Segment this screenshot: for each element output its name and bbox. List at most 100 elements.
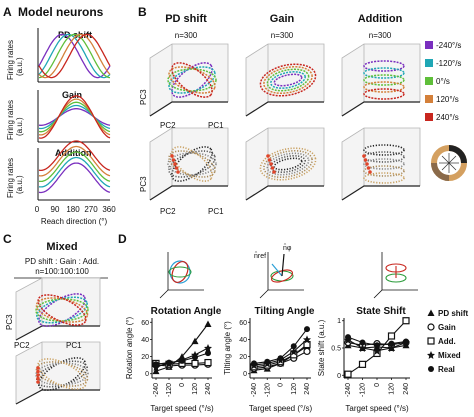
start-marker: [270, 166, 275, 170]
data-point: [359, 339, 366, 346]
model-neuron-plot-addition: Addition Firing rates (a.u.) 0 90 180 27…: [6, 140, 116, 226]
start-marker: [267, 158, 272, 162]
box-face: [16, 342, 42, 404]
box-face: [16, 278, 42, 340]
marker-filled-circle-icon: [428, 366, 434, 372]
neural-trajectory: [363, 88, 405, 100]
legend-label: Real: [438, 365, 455, 374]
start-marker: [36, 373, 40, 377]
chart-title: State Shift: [356, 306, 406, 317]
data-point: [303, 335, 311, 344]
neural-trajectory: [263, 66, 313, 94]
data-point: [388, 340, 395, 347]
chart-2: State Shift State shift (a.u.) 1 0.5 0 -240 -1…: [317, 306, 410, 413]
box-face: [342, 128, 364, 200]
y-tick-label: 20: [239, 354, 247, 361]
neural-trajectory: [167, 152, 217, 176]
tuning-curve: [38, 162, 111, 194]
box-floor-axes: [341, 185, 420, 201]
x-tick-label: 240: [403, 383, 410, 395]
neural-trajectory: [363, 158, 405, 170]
start-marker: [36, 369, 40, 374]
x-tick-label: 0: [179, 383, 186, 387]
data-point: [264, 358, 271, 365]
x-axis-label: Target speed (°/s): [150, 404, 214, 413]
data-point: [192, 354, 198, 361]
legend-swatch: [425, 41, 433, 49]
x-tick-label: -120: [360, 383, 367, 397]
start-marker: [170, 154, 174, 158]
vector-label-n-phi: n̂φ: [283, 244, 292, 252]
neural-trajectory: [363, 81, 405, 93]
data-point: [166, 359, 172, 366]
tuning-curve: [38, 104, 111, 130]
data-point: [204, 320, 212, 327]
neural-trajectory: [363, 74, 405, 86]
xlabel-reach-direction: Reach direction (°): [41, 217, 108, 226]
axis-label-pc3: PC3: [139, 176, 148, 192]
panel-letter-b: B: [138, 5, 147, 19]
neural-trajectory: [363, 144, 405, 156]
box-face: [150, 128, 172, 200]
y-tick-label: 20: [141, 354, 149, 361]
tuning-curve: [38, 145, 111, 177]
data-point: [358, 344, 367, 352]
ylabel-gain: Firing rates: [6, 100, 15, 140]
x-tick-label: 240: [205, 383, 212, 395]
legend-swatch: [425, 59, 433, 67]
data-point: [303, 347, 311, 356]
ylabel-unit-pd-shift: (a.u.): [15, 57, 24, 76]
start-marker: [176, 170, 180, 174]
data-point: [304, 326, 310, 333]
data-point: [345, 334, 351, 341]
schematic-rotation: [159, 252, 204, 299]
neural-trajectory: [363, 67, 405, 79]
panel-c-subtitle: PD shift : Gain : Add.: [25, 257, 99, 266]
neural-trajectory: [37, 294, 87, 326]
tuning-curve: [38, 156, 111, 188]
x-tick-label: -240: [345, 383, 352, 397]
x-tick-label: 240: [304, 383, 311, 395]
legend-label: 240°/s: [436, 113, 459, 122]
x-axis-label: Target speed (°/s): [345, 404, 409, 413]
legend-label: -240°/s: [436, 41, 461, 50]
neural-trajectory: [263, 149, 313, 179]
axis-label-pc2: PC2: [160, 121, 176, 130]
start-marker: [36, 380, 40, 384]
chart-title: Rotation Angle: [151, 306, 222, 317]
axis-label-pc3: PC3: [139, 89, 148, 105]
y-tick-label: 0: [145, 371, 149, 378]
start-marker: [174, 166, 179, 170]
tuning-curve: [38, 33, 111, 79]
panel-letter-c: C: [3, 232, 12, 246]
legend-swatch: [425, 77, 433, 85]
chart-title: Tilting Angle: [255, 306, 315, 317]
schematic-tilting: [259, 252, 304, 299]
y-tick-label: 40: [239, 337, 247, 344]
axis-label-pc2: PC2: [160, 207, 176, 216]
axis-label-pc1: PC1: [208, 207, 224, 216]
box-floor-axes: [341, 101, 420, 117]
panel-c-ratio: n=100:100:100: [35, 267, 89, 276]
neural-trajectory: [259, 147, 317, 181]
x-tick-label: 120: [291, 383, 298, 395]
tuning-curve: [38, 33, 111, 79]
y-tick-label: 0.5: [331, 346, 341, 353]
neural-trajectory: [363, 165, 405, 177]
ylabel-pd-shift: Firing rates: [6, 40, 15, 80]
data-point: [152, 367, 160, 375]
x-tick-label: 120: [192, 383, 199, 395]
box-floor-axes: [245, 101, 324, 117]
tuning-curve: [38, 33, 111, 79]
data-point: [402, 317, 410, 325]
xtick: 0: [35, 205, 40, 214]
start-marker: [171, 158, 176, 162]
wheel-segment: [448, 145, 467, 164]
neural-trajectory: [37, 358, 87, 390]
model-neuron-plot-gain: Gain Firing rates (a.u.): [6, 90, 111, 143]
tuning-curve: [38, 95, 111, 139]
neural-trajectory: [171, 146, 213, 182]
y-tick-label: 60: [141, 320, 149, 327]
